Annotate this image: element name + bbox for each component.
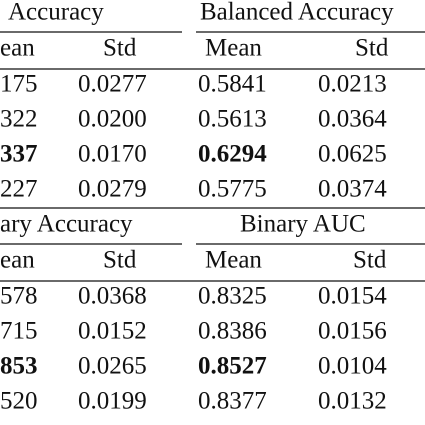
cell: 0.0265 [78,353,147,380]
cell: 337 [0,141,38,168]
cell: 0.0368 [78,283,147,310]
cell: 0.5613 [198,106,267,133]
cell: 175 [0,71,38,98]
cell: 0.6294 [198,141,267,168]
column-header: Mean [205,35,262,62]
column-header: Std [355,35,389,62]
cell: 0.0199 [78,388,147,415]
cell: 0.0279 [78,176,147,203]
cell: 0.0213 [318,71,387,98]
cell: 0.5841 [198,71,267,98]
cell: 0.8527 [198,353,267,380]
cell: 853 [0,353,38,380]
cell: 0.5775 [198,176,267,203]
group-header: ary Accuracy [0,211,133,238]
group-header: Balanced Accuracy [200,0,394,26]
cell: 227 [0,176,38,203]
cell: 0.0104 [318,353,387,380]
cell: 0.0374 [318,176,387,203]
group-header: Binary AUC [240,211,366,238]
column-header: Mean [205,247,262,274]
cell: 0.0200 [78,106,147,133]
cell: 0.0152 [78,318,147,345]
column-header: ean [0,247,35,274]
column-header: Std [353,247,387,274]
cell: 0.8386 [198,318,267,345]
group-header: Accuracy [8,0,104,26]
cell: 322 [0,106,38,133]
column-header: Std [103,35,137,62]
cell: 0.0277 [78,71,147,98]
cell: 0.0154 [318,283,387,310]
cell: 0.0132 [318,388,387,415]
cell: 715 [0,318,38,345]
cell: 0.0364 [318,106,387,133]
cell: 0.8377 [198,388,267,415]
cell: 0.0625 [318,141,387,168]
column-header: Std [103,247,137,274]
cell: 0.0156 [318,318,387,345]
cell: 520 [0,388,38,415]
cell: 578 [0,283,38,310]
cell: 0.8325 [198,283,267,310]
column-header: ean [0,35,35,62]
cell: 0.0170 [78,141,147,168]
